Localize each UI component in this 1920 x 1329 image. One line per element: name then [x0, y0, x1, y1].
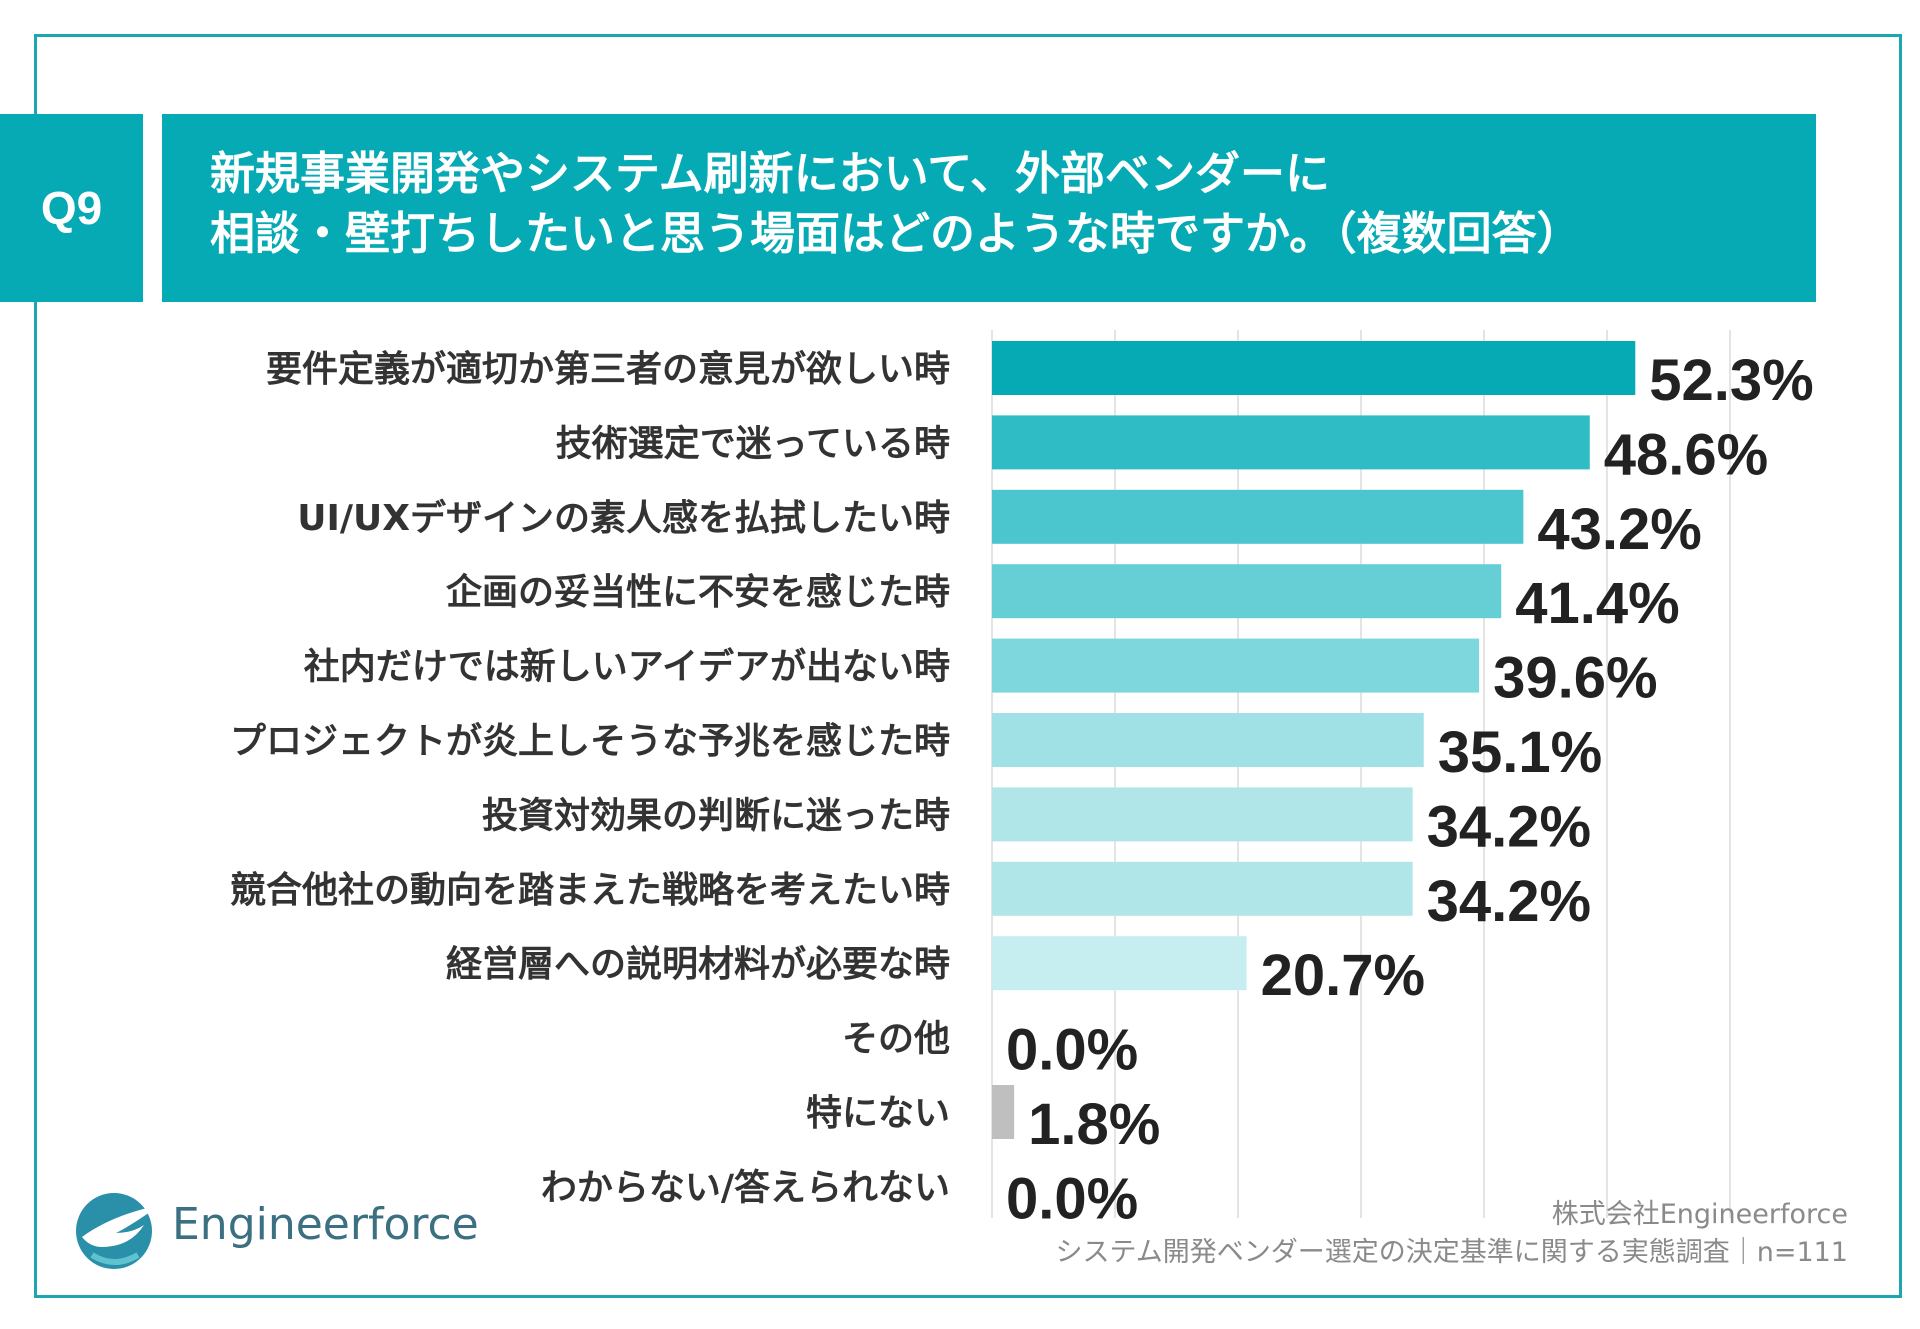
bar: [992, 489, 1524, 544]
value-label: 48.6%: [1604, 422, 1768, 487]
gridlines: [991, 330, 1731, 1218]
category-label: 技術選定で迷っている時: [556, 423, 950, 464]
value-label: 39.6%: [1493, 646, 1657, 711]
question-title-line-1: 新規事業開発やシステム刷新において、外部ベンダーに: [210, 147, 1331, 200]
bar: [992, 341, 1636, 395]
source-survey-note: システム開発ベンダー選定の決定基準に関する実態調査｜n=111: [1055, 1237, 1848, 1268]
value-label: 0.0%: [1006, 1166, 1138, 1231]
value-label: 0.0%: [1006, 1018, 1138, 1083]
value-label: 43.2%: [1537, 497, 1701, 562]
engineerforce-logo: Engineerforce: [72, 1185, 479, 1275]
category-label: 要件定義が適切か第三者の意見が欲しい時: [266, 349, 950, 390]
value-label: 34.2%: [1427, 794, 1591, 859]
source-company: 株式会社Engineerforce: [1551, 1199, 1848, 1230]
value-label: 34.2%: [1427, 869, 1591, 934]
value-label: 52.3%: [1649, 348, 1813, 413]
category-label: 企画の妥当性に不安を感じた時: [446, 571, 950, 613]
category-label: 社内だけでは新しいアイデアが出ない時: [304, 646, 950, 688]
category-label: UI/UXデザインの素人感を払拭したい時: [297, 497, 950, 539]
category-label: わからない/答えられない: [541, 1167, 950, 1208]
category-label: 投資対効果の判断に迷った時: [482, 795, 950, 836]
question-number: Q9: [40, 182, 103, 234]
bar: [992, 415, 1590, 470]
logo-wordmark: Engineerforce: [172, 1199, 479, 1250]
category-label: プロジェクトが炎上しそうな予兆を感じた時: [230, 721, 950, 762]
bar: [992, 936, 1247, 991]
question-title-line-2: 相談・壁打ちしたいと思う場面はどのような時ですか。（複数回答）: [210, 207, 1582, 260]
question-title-banner: 新規事業開発やシステム刷新において、外部ベンダーに 相談・壁打ちしたいと思う場面…: [162, 114, 1816, 302]
value-label: 1.8%: [1028, 1092, 1160, 1157]
outer-frame: [34, 34, 1902, 1298]
category-label: その他: [842, 1019, 950, 1060]
bar: [992, 861, 1413, 916]
category-label: 競合他社の動向を踏まえた戦略を考えたい時: [230, 870, 950, 911]
bar: [992, 638, 1480, 693]
value-label: 20.7%: [1261, 943, 1425, 1008]
value-label: 35.1%: [1438, 720, 1602, 785]
question-number-badge: Q9: [0, 114, 143, 302]
bar: [992, 787, 1413, 842]
category-label: 経営層への説明材料が必要な時: [446, 944, 950, 985]
bar: [992, 564, 1502, 619]
bar: [992, 1085, 1015, 1139]
bar: [992, 713, 1424, 767]
value-label: 41.4%: [1515, 571, 1679, 636]
engineerforce-bird-logo-icon: [76, 1193, 160, 1269]
category-label: 特にない: [806, 1093, 950, 1134]
bars: 要件定義が適切か第三者の意見が欲しい時 52.3% 技術選定で迷っている時 48.6%…: [230, 341, 1814, 1231]
